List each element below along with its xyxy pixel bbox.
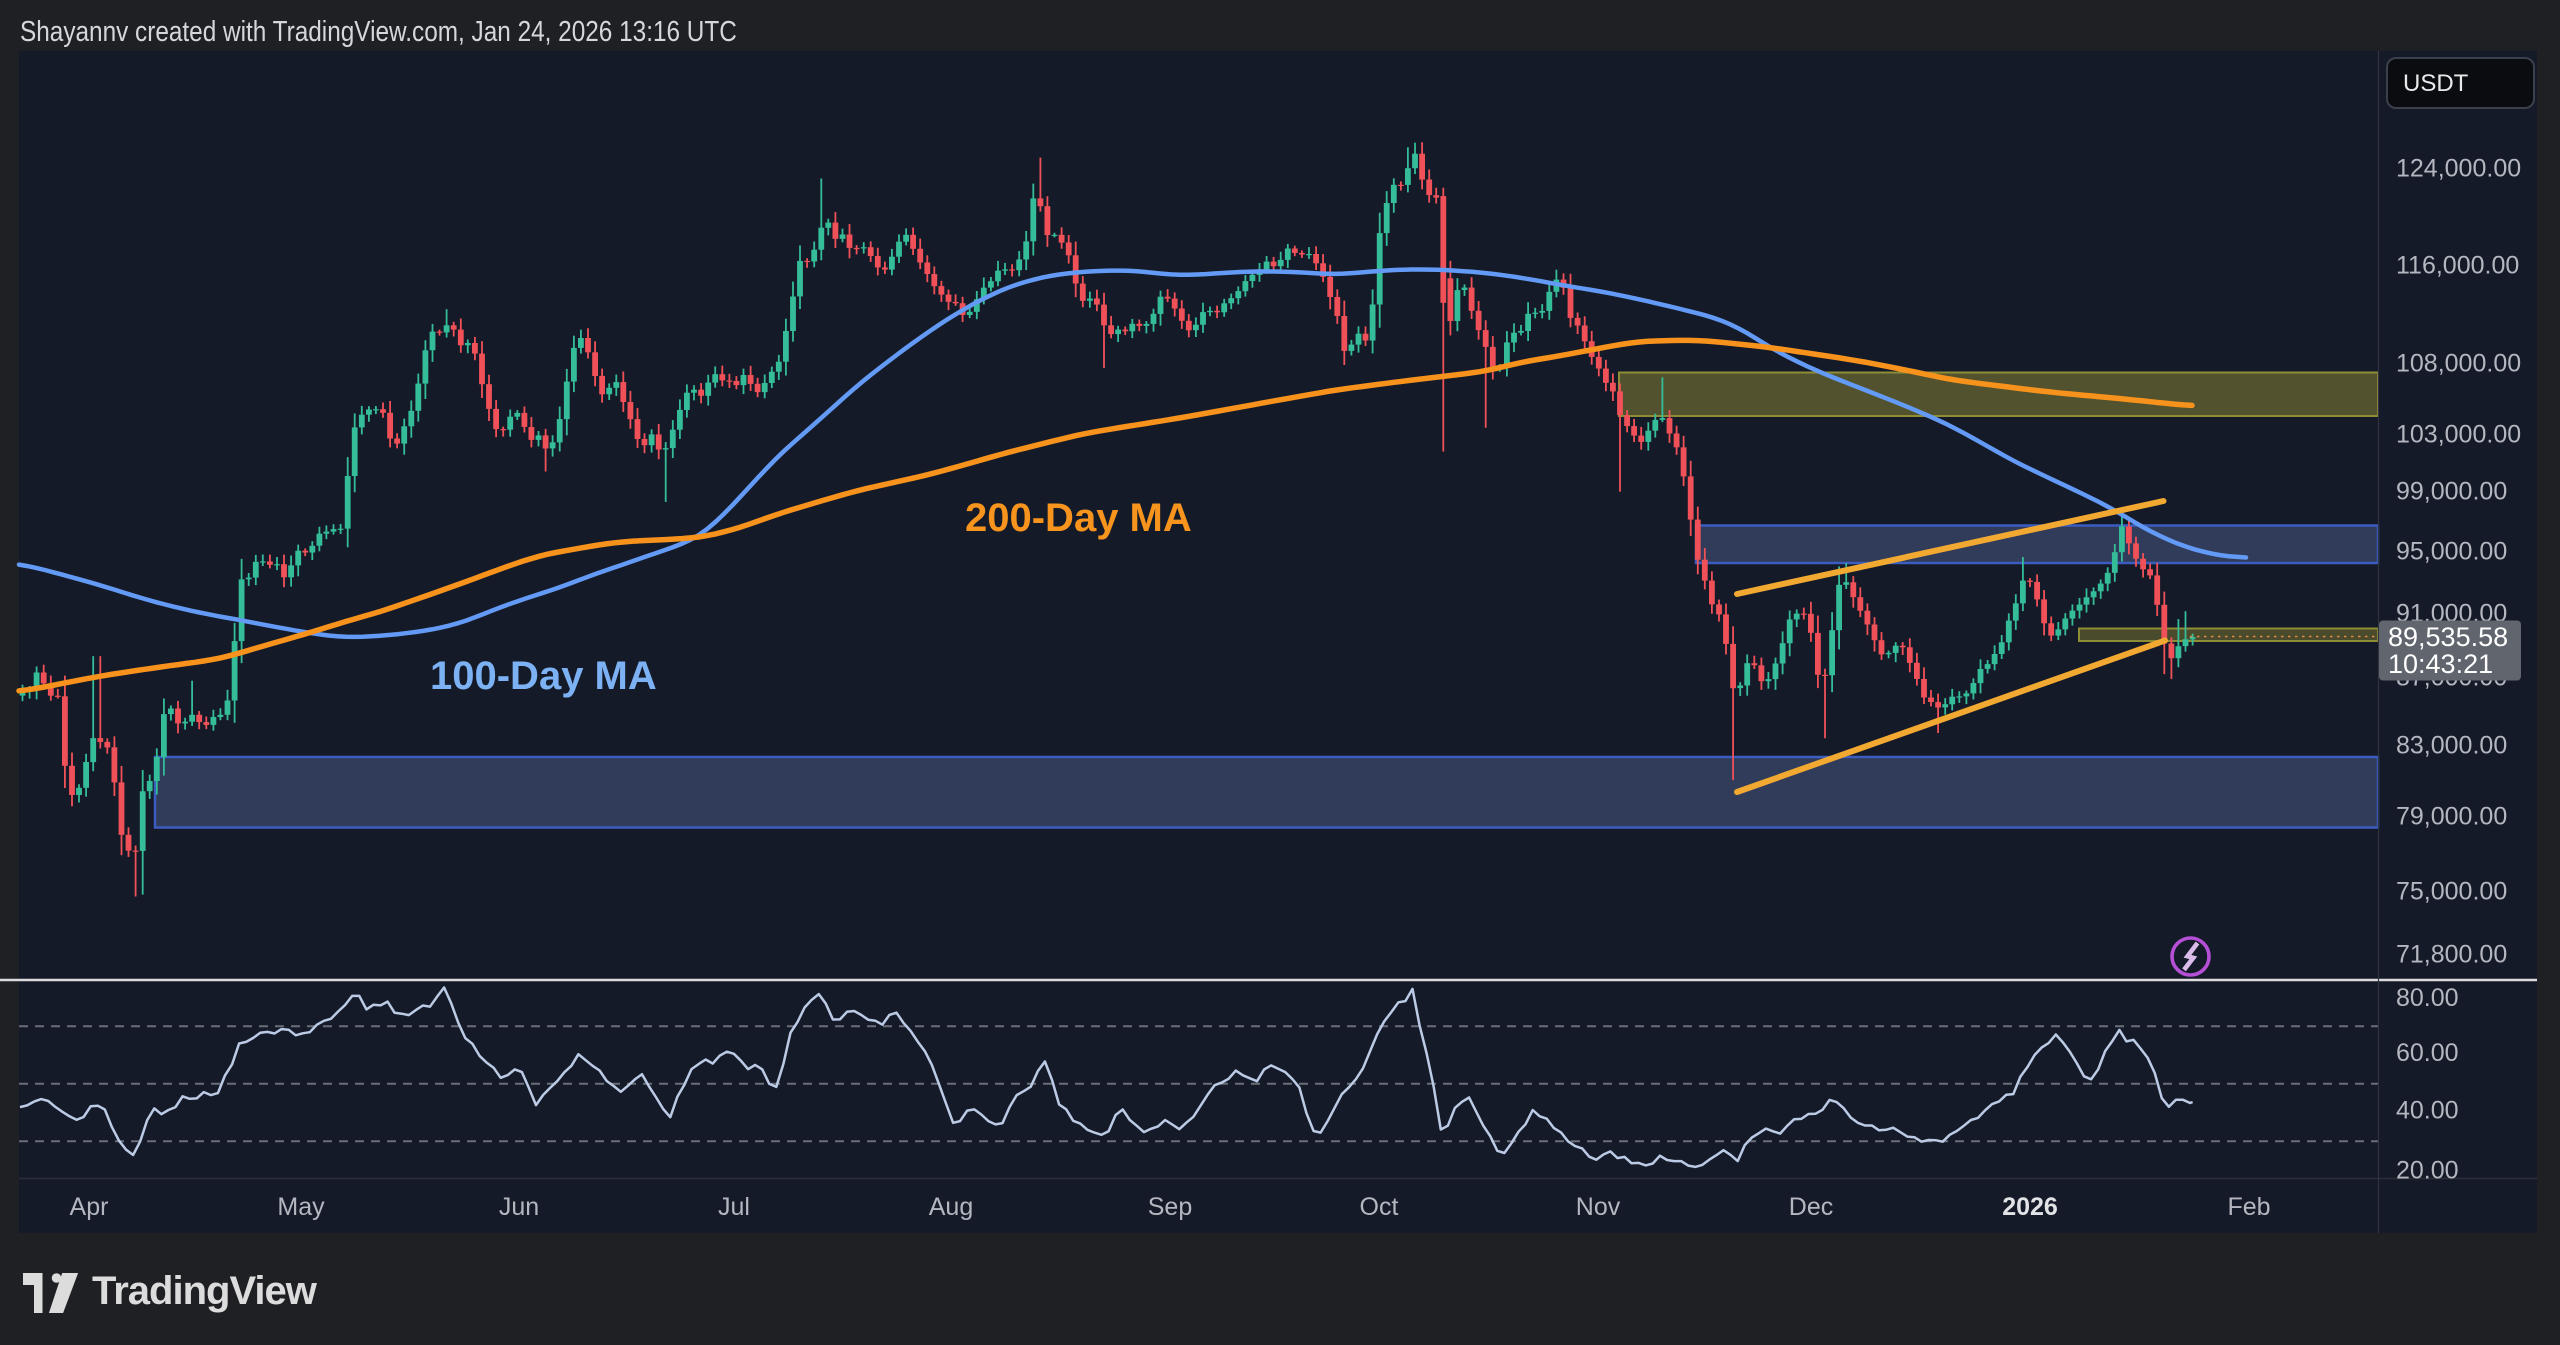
svg-text:Dec: Dec: [1789, 1193, 1833, 1221]
svg-text:60.00: 60.00: [2396, 1039, 2459, 1067]
svg-text:May: May: [277, 1193, 325, 1221]
svg-text:Oct: Oct: [1360, 1193, 1399, 1221]
svg-text:2026: 2026: [2002, 1193, 2058, 1221]
svg-text:200-Day MA: 200-Day MA: [965, 496, 1192, 540]
svg-text:Aug: Aug: [929, 1193, 973, 1221]
svg-text:Nov: Nov: [1576, 1193, 1621, 1221]
svg-text:USDT: USDT: [2403, 70, 2469, 97]
svg-text:Jun: Jun: [499, 1193, 539, 1221]
svg-text:95,000.00: 95,000.00: [2396, 538, 2507, 566]
svg-text:124,000.00: 124,000.00: [2396, 155, 2521, 183]
svg-text:89,535.58: 89,535.58: [2388, 622, 2508, 652]
svg-text:71,800.00: 71,800.00: [2396, 941, 2507, 969]
svg-text:108,000.00: 108,000.00: [2396, 350, 2521, 378]
svg-text:79,000.00: 79,000.00: [2396, 803, 2507, 831]
svg-text:20.00: 20.00: [2396, 1157, 2459, 1185]
svg-text:116,000.00: 116,000.00: [2396, 252, 2519, 280]
svg-text:80.00: 80.00: [2396, 984, 2459, 1012]
svg-text:75,000.00: 75,000.00: [2396, 878, 2507, 906]
svg-text:Feb: Feb: [2227, 1193, 2270, 1221]
svg-text:83,000.00: 83,000.00: [2396, 732, 2507, 760]
svg-text:TradingView: TradingView: [92, 1269, 318, 1313]
svg-text:10:43:21: 10:43:21: [2388, 649, 2493, 679]
svg-text:Shayannv created with TradingV: Shayannv created with TradingView.com, J…: [20, 15, 737, 47]
svg-text:99,000.00: 99,000.00: [2396, 478, 2507, 506]
svg-text:100-Day MA: 100-Day MA: [430, 654, 657, 698]
svg-text:40.00: 40.00: [2396, 1097, 2459, 1125]
svg-text:Sep: Sep: [1148, 1193, 1192, 1221]
svg-text:Jul: Jul: [718, 1193, 750, 1221]
svg-text:103,000.00: 103,000.00: [2396, 421, 2521, 449]
svg-text:Apr: Apr: [70, 1193, 109, 1221]
